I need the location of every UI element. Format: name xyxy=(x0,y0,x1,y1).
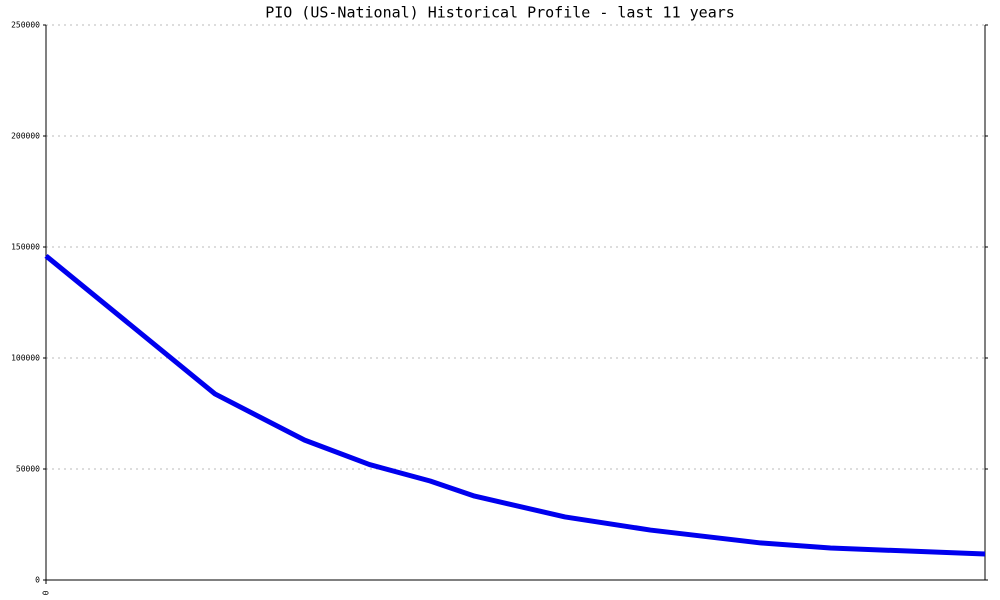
x-tick-label: 0 xyxy=(42,590,51,595)
y-tick-label: 150000 xyxy=(11,243,40,252)
chart-title: PIO (US-National) Historical Profile - l… xyxy=(265,4,735,22)
y-tick-label: 200000 xyxy=(11,132,40,141)
y-tick-label: 0 xyxy=(35,576,40,585)
y-tick-label: 250000 xyxy=(11,21,40,30)
data-line xyxy=(44,253,986,557)
y-tick-label: 50000 xyxy=(16,465,40,474)
y-tick-label: 100000 xyxy=(11,354,40,363)
